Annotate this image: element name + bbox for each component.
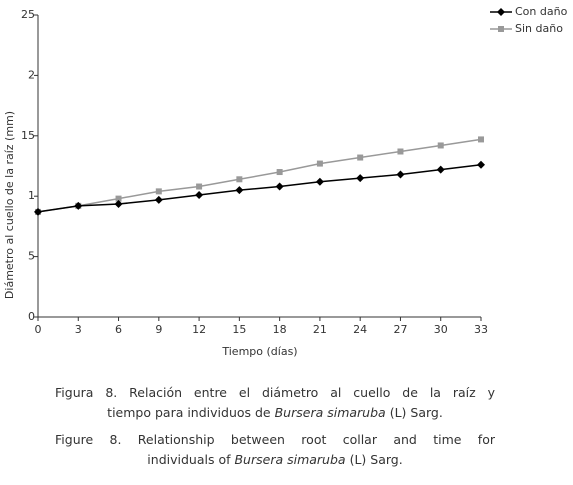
y-tick-label: 25: [21, 8, 35, 21]
legend-label: Con daño: [515, 5, 568, 18]
species: Bursera simaruba: [234, 452, 346, 467]
point: [276, 169, 283, 176]
point: [155, 188, 162, 195]
point: [396, 170, 405, 179]
point: [154, 195, 163, 204]
y-tick-label: 5: [28, 250, 35, 263]
caption-line: Figura 8. Relación entre el diámetro al …: [55, 385, 495, 400]
point: [316, 160, 323, 167]
point: [236, 176, 243, 183]
point: [397, 148, 404, 155]
legend-label: Sin daño: [515, 22, 563, 35]
point: [356, 174, 365, 183]
point: [437, 142, 444, 149]
caption-line: tiempo para individuos de Bursera simaru…: [55, 403, 495, 423]
caption-line: individuals of Bursera simaruba (L) Sarg…: [55, 450, 495, 470]
point: [34, 207, 42, 216]
x-tick-label: 3: [75, 323, 82, 336]
point: [436, 165, 445, 174]
point: [477, 160, 485, 169]
point: [196, 183, 203, 190]
x-tick-label: 33: [474, 323, 488, 336]
point: [275, 182, 284, 191]
caption-text: (L) Sarg.: [349, 452, 403, 467]
y-tick-label: 15: [21, 129, 35, 142]
x-tick-label: 21: [313, 323, 327, 336]
point: [195, 190, 204, 199]
point: [498, 26, 504, 32]
x-tick-label: 12: [192, 323, 206, 336]
point: [114, 200, 123, 209]
series-line: [37, 164, 482, 213]
x-tick-label: 0: [35, 323, 42, 336]
point: [357, 154, 364, 161]
point: [115, 195, 122, 202]
y-tick-label: 0: [28, 310, 35, 323]
x-tick-label: 30: [434, 323, 448, 336]
species: Bursera simaruba: [274, 405, 386, 420]
point: [497, 8, 505, 16]
chart: Tiempo (días) Diámetro al cuello de la r…: [3, 5, 568, 358]
y-tick-label: 2: [28, 68, 35, 81]
caption-line: Figure 8. Relationship between root coll…: [55, 432, 495, 447]
y-axis-title: Diámetro al cuello de la raíz (mm): [3, 111, 16, 299]
x-tick-label: 15: [232, 323, 246, 336]
caption-text: tiempo para individuos de: [107, 405, 271, 420]
y-tick-label: 1: [28, 189, 35, 202]
x-tick-label: 18: [273, 323, 287, 336]
caption-text: (L) Sarg.: [389, 405, 443, 420]
x-tick-label: 6: [115, 323, 122, 336]
x-tick-label: 24: [353, 323, 367, 336]
x-tick-label: 9: [155, 323, 162, 336]
point: [315, 177, 324, 186]
point: [478, 136, 484, 143]
caption-text: individuals of: [147, 452, 231, 467]
point: [235, 186, 244, 195]
point: [74, 201, 83, 210]
series-line: [37, 138, 482, 213]
x-axis-title: Tiempo (días): [221, 345, 297, 358]
x-tick-label: 27: [393, 323, 407, 336]
